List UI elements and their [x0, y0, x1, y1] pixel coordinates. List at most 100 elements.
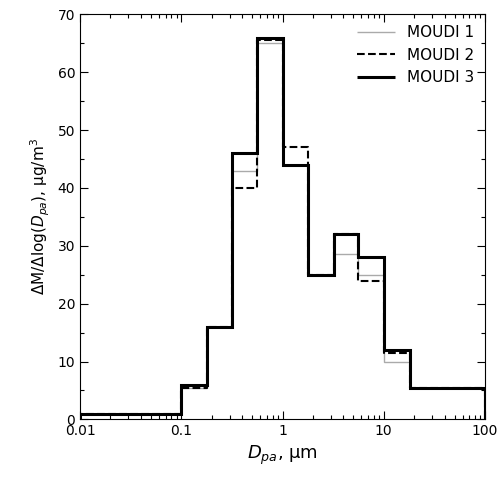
- MOUDI 3: [77, 411, 83, 416]
- MOUDI 2: [230, 324, 235, 330]
- MOUDI 2: [406, 385, 412, 390]
- MOUDI 1: [406, 359, 412, 364]
- MOUDI 3: [230, 324, 235, 330]
- MOUDI 3: [306, 162, 312, 168]
- MOUDI 1: [230, 324, 235, 330]
- MOUDI 1: [406, 385, 412, 390]
- MOUDI 1: [330, 272, 336, 278]
- MOUDI 1: [153, 411, 159, 416]
- MOUDI 2: [280, 38, 285, 43]
- MOUDI 2: [153, 411, 159, 416]
- MOUDI 3: [230, 150, 235, 156]
- MOUDI 3: [330, 231, 336, 237]
- MOUDI 1: [306, 162, 312, 168]
- MOUDI 2: [204, 385, 210, 390]
- MOUDI 1: [381, 272, 387, 278]
- MOUDI 1: [381, 359, 387, 364]
- MOUDI 3: [153, 411, 159, 416]
- MOUDI 3: [482, 385, 488, 390]
- MOUDI 3: [178, 382, 184, 388]
- MOUDI 3: [254, 150, 260, 156]
- MOUDI 2: [254, 185, 260, 191]
- MOUDI 3: [153, 411, 159, 416]
- MOUDI 2: [356, 231, 362, 237]
- MOUDI 3: [406, 385, 412, 390]
- MOUDI 2: [381, 278, 387, 283]
- MOUDI 2: [482, 385, 488, 390]
- MOUDI 1: [280, 162, 285, 168]
- MOUDI 2: [482, 385, 488, 390]
- MOUDI 1: [482, 385, 488, 390]
- MOUDI 3: [356, 254, 362, 260]
- MOUDI 2: [153, 411, 159, 416]
- MOUDI 2: [406, 385, 412, 390]
- MOUDI 2: [306, 145, 312, 150]
- MOUDI 1: [204, 324, 210, 330]
- MOUDI 1: [356, 272, 362, 278]
- MOUDI 1: [254, 168, 260, 174]
- MOUDI 3: [482, 416, 488, 422]
- MOUDI 1: [77, 411, 83, 416]
- MOUDI 3: [77, 411, 83, 416]
- MOUDI 2: [230, 185, 235, 191]
- MOUDI 3: [306, 162, 312, 168]
- MOUDI 2: [77, 411, 83, 416]
- MOUDI 1: [204, 385, 210, 390]
- MOUDI 2: [204, 324, 210, 330]
- MOUDI 2: [77, 416, 83, 422]
- Legend: MOUDI 1, MOUDI 2, MOUDI 3: MOUDI 1, MOUDI 2, MOUDI 3: [350, 19, 480, 92]
- MOUDI 1: [280, 162, 285, 168]
- MOUDI 3: [406, 385, 412, 390]
- MOUDI 2: [254, 185, 260, 191]
- MOUDI 2: [406, 350, 412, 356]
- MOUDI 1: [178, 385, 184, 390]
- MOUDI 1: [153, 411, 159, 416]
- MOUDI 3: [306, 272, 312, 278]
- MOUDI 1: [178, 411, 184, 416]
- MOUDI 1: [306, 162, 312, 168]
- MOUDI 3: [280, 35, 285, 40]
- MOUDI 1: [306, 272, 312, 278]
- MOUDI 1: [406, 359, 412, 364]
- MOUDI 2: [356, 278, 362, 283]
- MOUDI 3: [153, 411, 159, 416]
- MOUDI 3: [280, 162, 285, 168]
- MOUDI 2: [381, 350, 387, 356]
- Y-axis label: $\Delta$M/$\Delta$log($D_{pa}$), μg/m$^3$: $\Delta$M/$\Delta$log($D_{pa}$), μg/m$^3…: [28, 138, 52, 295]
- MOUDI 1: [330, 252, 336, 257]
- MOUDI 3: [254, 35, 260, 40]
- MOUDI 3: [381, 347, 387, 353]
- MOUDI 3: [153, 411, 159, 416]
- MOUDI 2: [330, 231, 336, 237]
- MOUDI 3: [356, 231, 362, 237]
- MOUDI 3: [356, 231, 362, 237]
- MOUDI 1: [230, 168, 235, 174]
- MOUDI 1: [77, 416, 83, 422]
- MOUDI 1: [280, 40, 285, 46]
- MOUDI 3: [330, 272, 336, 278]
- MOUDI 3: [204, 382, 210, 388]
- MOUDI 1: [356, 272, 362, 278]
- MOUDI 2: [77, 411, 83, 416]
- MOUDI 2: [381, 350, 387, 356]
- MOUDI 2: [306, 272, 312, 278]
- MOUDI 2: [254, 38, 260, 43]
- MOUDI 1: [330, 252, 336, 257]
- MOUDI 1: [204, 385, 210, 390]
- Line: MOUDI 3: MOUDI 3: [80, 38, 485, 419]
- MOUDI 1: [406, 385, 412, 390]
- MOUDI 3: [230, 324, 235, 330]
- MOUDI 2: [178, 411, 184, 416]
- MOUDI 2: [381, 278, 387, 283]
- MOUDI 3: [406, 347, 412, 353]
- MOUDI 3: [356, 254, 362, 260]
- MOUDI 3: [178, 411, 184, 416]
- MOUDI 2: [330, 272, 336, 278]
- MOUDI 3: [178, 411, 184, 416]
- MOUDI 3: [178, 382, 184, 388]
- MOUDI 3: [230, 150, 235, 156]
- MOUDI 3: [381, 347, 387, 353]
- MOUDI 3: [330, 231, 336, 237]
- MOUDI 3: [406, 347, 412, 353]
- MOUDI 2: [230, 185, 235, 191]
